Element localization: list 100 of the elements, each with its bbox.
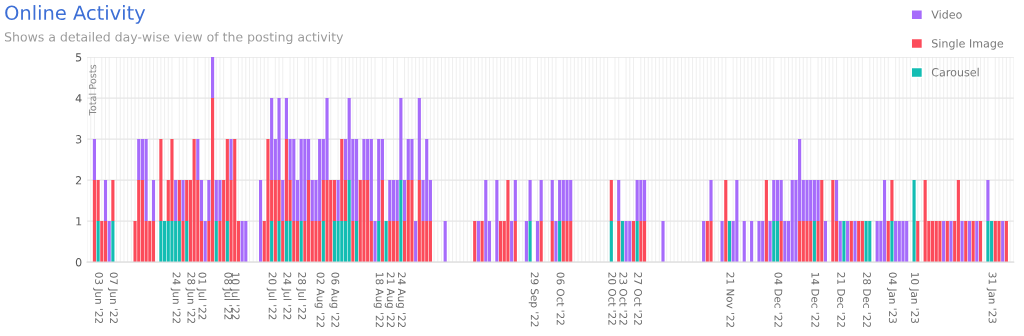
bar bbox=[971, 221, 975, 263]
y-tick-label: 2 bbox=[75, 176, 82, 185]
x-tick-label: 02 Aug '22 bbox=[314, 272, 325, 328]
bar bbox=[218, 180, 222, 222]
bar bbox=[358, 180, 362, 263]
x-tick-label: 28 Dec '22 bbox=[863, 272, 871, 327]
bar bbox=[174, 221, 178, 263]
bar bbox=[211, 57, 215, 99]
bar bbox=[391, 221, 396, 263]
bar bbox=[609, 180, 613, 222]
bar bbox=[284, 139, 288, 222]
bar bbox=[369, 139, 373, 222]
bar bbox=[384, 221, 388, 263]
bar bbox=[406, 139, 410, 181]
bar bbox=[140, 180, 144, 263]
x-tick-label: 24 Aug '22 bbox=[395, 272, 406, 328]
bar bbox=[425, 139, 429, 222]
bar bbox=[185, 221, 189, 263]
x-tick-label: 06 Oct '22 bbox=[556, 272, 565, 325]
bar bbox=[938, 221, 942, 263]
bar bbox=[639, 180, 643, 222]
bar bbox=[395, 180, 399, 222]
bar bbox=[816, 180, 820, 222]
bar bbox=[240, 221, 244, 263]
y-tick-label: 0 bbox=[75, 258, 82, 267]
bar bbox=[225, 221, 229, 263]
bar bbox=[351, 221, 355, 263]
bar bbox=[307, 180, 311, 263]
x-tick-label: 21 Dec '22 bbox=[837, 272, 846, 327]
bar bbox=[864, 221, 868, 263]
bar bbox=[211, 98, 215, 263]
bar bbox=[834, 180, 839, 222]
bar bbox=[151, 221, 156, 263]
bar bbox=[277, 98, 281, 181]
bar bbox=[628, 221, 632, 263]
bar bbox=[831, 180, 835, 263]
bar bbox=[325, 98, 329, 181]
bar bbox=[288, 221, 292, 263]
bar bbox=[391, 180, 396, 222]
bar bbox=[192, 139, 196, 263]
bar bbox=[565, 221, 569, 263]
chart-subtitle: Shows a detailed day-wise view of the posting activity bbox=[4, 31, 344, 45]
bar bbox=[772, 221, 776, 263]
bar bbox=[768, 221, 772, 263]
y-tick-label: 5 bbox=[75, 53, 82, 62]
bar bbox=[923, 180, 927, 263]
bar bbox=[203, 221, 207, 263]
bar bbox=[137, 139, 141, 181]
bar bbox=[539, 221, 543, 263]
bar bbox=[513, 180, 517, 222]
bar bbox=[801, 221, 805, 263]
bar bbox=[373, 221, 377, 263]
bar bbox=[354, 221, 359, 263]
bar bbox=[775, 221, 780, 263]
x-tick-label: 29 Sep '22 bbox=[528, 272, 539, 327]
bar bbox=[181, 221, 185, 263]
bar bbox=[882, 180, 887, 263]
bar bbox=[761, 221, 765, 263]
bar bbox=[377, 221, 381, 263]
bar bbox=[107, 221, 111, 263]
bar bbox=[897, 221, 901, 263]
legend-label: Single Image bbox=[932, 38, 1004, 50]
bar bbox=[266, 139, 270, 263]
y-axis-title: Total Posts bbox=[88, 64, 97, 116]
bar bbox=[366, 180, 370, 263]
x-tick-label: 04 Jan '23 bbox=[886, 272, 897, 324]
bar bbox=[635, 221, 639, 263]
bar bbox=[336, 221, 340, 263]
bar bbox=[805, 180, 809, 222]
bar bbox=[484, 180, 488, 263]
bar bbox=[159, 139, 163, 222]
bar bbox=[196, 139, 200, 181]
bar bbox=[103, 180, 108, 222]
bar bbox=[181, 180, 185, 222]
bar bbox=[565, 180, 569, 222]
bar bbox=[894, 221, 898, 263]
bar bbox=[779, 180, 783, 222]
x-tick-label: 18 Aug '22 bbox=[373, 272, 384, 328]
bar bbox=[166, 221, 170, 263]
bar bbox=[779, 221, 783, 263]
x-tick-label: 03 Jun '22 bbox=[93, 272, 103, 324]
bar bbox=[639, 221, 643, 263]
bar bbox=[406, 180, 410, 263]
bar bbox=[214, 180, 218, 222]
x-tick-label: 31 Jan '23 bbox=[986, 272, 997, 324]
bar bbox=[609, 221, 613, 263]
bar bbox=[997, 221, 1001, 263]
bar bbox=[535, 221, 540, 263]
bar bbox=[642, 221, 647, 263]
bar bbox=[281, 180, 285, 222]
x-tick-label: 04 Dec '22 bbox=[774, 272, 783, 327]
bar bbox=[417, 98, 421, 181]
bar bbox=[635, 180, 639, 222]
bar bbox=[259, 180, 263, 263]
y-tick-label: 1 bbox=[76, 217, 82, 226]
bar bbox=[986, 180, 990, 222]
bar bbox=[757, 221, 761, 263]
bar bbox=[905, 221, 909, 263]
bar bbox=[148, 221, 152, 263]
x-tick-label: 21 Aug '22 bbox=[384, 272, 395, 328]
